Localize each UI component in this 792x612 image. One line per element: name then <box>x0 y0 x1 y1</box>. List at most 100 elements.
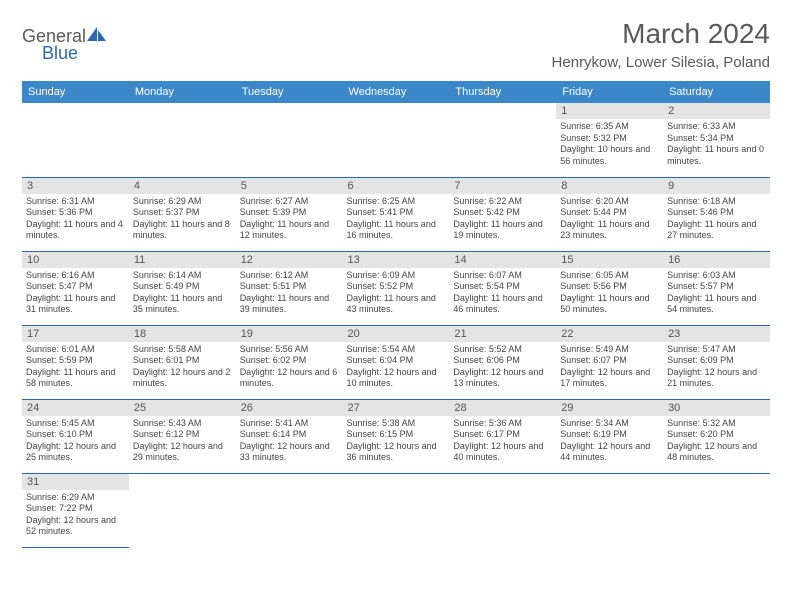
empty-day-cell <box>129 103 236 177</box>
day-cell: 28Sunrise: 5:36 AMSunset: 6:17 PMDayligh… <box>449 399 556 473</box>
sunset-text: Sunset: 5:54 PM <box>453 281 552 293</box>
day-details: Sunrise: 5:34 AMSunset: 6:19 PMDaylight:… <box>556 416 663 468</box>
day-number: 18 <box>129 326 236 342</box>
day-number: 3 <box>22 178 129 194</box>
sunset-text: Sunset: 5:56 PM <box>560 281 659 293</box>
daylight-text: Daylight: 11 hours and 0 minutes. <box>667 144 766 167</box>
sunrise-text: Sunrise: 5:56 AM <box>240 344 339 356</box>
day-number: 31 <box>22 474 129 490</box>
sunrise-text: Sunrise: 6:16 AM <box>26 270 125 282</box>
daylight-text: Daylight: 12 hours and 6 minutes. <box>240 367 339 390</box>
sunrise-text: Sunrise: 6:20 AM <box>560 196 659 208</box>
empty-day-cell <box>129 473 236 547</box>
day-details: Sunrise: 6:09 AMSunset: 5:52 PMDaylight:… <box>343 268 450 320</box>
sunset-text: Sunset: 5:52 PM <box>347 281 446 293</box>
daylight-text: Daylight: 11 hours and 58 minutes. <box>26 367 125 390</box>
page-title: March 2024 <box>552 18 770 50</box>
sail-icon <box>86 26 108 45</box>
day-number: 1 <box>556 103 663 119</box>
day-details: Sunrise: 6:35 AMSunset: 5:32 PMDaylight:… <box>556 119 663 171</box>
daylight-text: Daylight: 12 hours and 40 minutes. <box>453 441 552 464</box>
day-cell: 17Sunrise: 6:01 AMSunset: 5:59 PMDayligh… <box>22 325 129 399</box>
day-cell: 14Sunrise: 6:07 AMSunset: 5:54 PMDayligh… <box>449 251 556 325</box>
daylight-text: Daylight: 12 hours and 25 minutes. <box>26 441 125 464</box>
day-cell: 12Sunrise: 6:12 AMSunset: 5:51 PMDayligh… <box>236 251 343 325</box>
day-cell: 1Sunrise: 6:35 AMSunset: 5:32 PMDaylight… <box>556 103 663 177</box>
day-number: 14 <box>449 252 556 268</box>
empty-day-cell <box>556 473 663 547</box>
day-details: Sunrise: 6:14 AMSunset: 5:49 PMDaylight:… <box>129 268 236 320</box>
day-number: 11 <box>129 252 236 268</box>
sunset-text: Sunset: 6:06 PM <box>453 355 552 367</box>
sunset-text: Sunset: 6:20 PM <box>667 429 766 441</box>
day-number: 20 <box>343 326 450 342</box>
sunrise-text: Sunrise: 6:05 AM <box>560 270 659 282</box>
sunrise-text: Sunrise: 6:18 AM <box>667 196 766 208</box>
day-number: 26 <box>236 400 343 416</box>
sunrise-text: Sunrise: 5:38 AM <box>347 418 446 430</box>
sunrise-text: Sunrise: 5:36 AM <box>453 418 552 430</box>
day-details: Sunrise: 6:31 AMSunset: 5:36 PMDaylight:… <box>22 194 129 246</box>
weekday-header-row: Sunday Monday Tuesday Wednesday Thursday… <box>22 81 770 103</box>
sunset-text: Sunset: 7:22 PM <box>26 503 125 515</box>
day-cell: 26Sunrise: 5:41 AMSunset: 6:14 PMDayligh… <box>236 399 343 473</box>
day-number: 15 <box>556 252 663 268</box>
day-cell: 16Sunrise: 6:03 AMSunset: 5:57 PMDayligh… <box>663 251 770 325</box>
daylight-text: Daylight: 11 hours and 46 minutes. <box>453 293 552 316</box>
day-number: 2 <box>663 103 770 119</box>
day-number: 21 <box>449 326 556 342</box>
day-number: 10 <box>22 252 129 268</box>
daylight-text: Daylight: 11 hours and 31 minutes. <box>26 293 125 316</box>
sunrise-text: Sunrise: 5:43 AM <box>133 418 232 430</box>
daylight-text: Daylight: 11 hours and 19 minutes. <box>453 219 552 242</box>
daylight-text: Daylight: 12 hours and 33 minutes. <box>240 441 339 464</box>
day-cell: 20Sunrise: 5:54 AMSunset: 6:04 PMDayligh… <box>343 325 450 399</box>
day-cell: 7Sunrise: 6:22 AMSunset: 5:42 PMDaylight… <box>449 177 556 251</box>
sunrise-text: Sunrise: 5:52 AM <box>453 344 552 356</box>
day-cell: 10 Sunrise: 6:16 AMSunset: 5:47 PMDayligh… <box>22 251 129 325</box>
sunset-text: Sunset: 5:41 PM <box>347 207 446 219</box>
day-details: Sunrise: 6:07 AMSunset: 5:54 PMDaylight:… <box>449 268 556 320</box>
sunset-text: Sunset: 6:07 PM <box>560 355 659 367</box>
day-cell: 18Sunrise: 5:58 AMSunset: 6:01 PMDayligh… <box>129 325 236 399</box>
daylight-text: Daylight: 11 hours and 27 minutes. <box>667 219 766 242</box>
dow-sunday: Sunday <box>22 81 129 103</box>
sunset-text: Sunset: 6:10 PM <box>26 429 125 441</box>
dow-friday: Friday <box>556 81 663 103</box>
title-block: March 2024 Henrykow, Lower Silesia, Pola… <box>552 18 770 71</box>
sunset-text: Sunset: 5:49 PM <box>133 281 232 293</box>
sunset-text: Sunset: 6:02 PM <box>240 355 339 367</box>
day-details: Sunrise: 5:32 AMSunset: 6:20 PMDaylight:… <box>663 416 770 468</box>
sunrise-text: Sunrise: 6:25 AM <box>347 196 446 208</box>
empty-day-cell <box>236 103 343 177</box>
day-number: 4 <box>129 178 236 194</box>
day-number: 25 <box>129 400 236 416</box>
day-details: Sunrise: 6:03 AMSunset: 5:57 PMDaylight:… <box>663 268 770 320</box>
sunrise-text: Sunrise: 5:34 AM <box>560 418 659 430</box>
dow-tuesday: Tuesday <box>236 81 343 103</box>
dow-monday: Monday <box>129 81 236 103</box>
daylight-text: Daylight: 12 hours and 2 minutes. <box>133 367 232 390</box>
day-number: 5 <box>236 178 343 194</box>
day-number: 7 <box>449 178 556 194</box>
day-number: 24 <box>22 400 129 416</box>
daylight-text: Daylight: 12 hours and 17 minutes. <box>560 367 659 390</box>
day-details: Sunrise: 6:25 AMSunset: 5:41 PMDaylight:… <box>343 194 450 246</box>
empty-day-cell <box>236 473 343 547</box>
daylight-text: Daylight: 12 hours and 10 minutes. <box>347 367 446 390</box>
day-details: Sunrise: 6:18 AMSunset: 5:46 PMDaylight:… <box>663 194 770 246</box>
sunset-text: Sunset: 5:57 PM <box>667 281 766 293</box>
sunset-text: Sunset: 5:32 PM <box>560 133 659 145</box>
sunrise-text: Sunrise: 6:22 AM <box>453 196 552 208</box>
sunset-text: Sunset: 5:36 PM <box>26 207 125 219</box>
day-number: 28 <box>449 400 556 416</box>
day-details: Sunrise: 5:47 AMSunset: 6:09 PMDaylight:… <box>663 342 770 394</box>
daylight-text: Daylight: 11 hours and 43 minutes. <box>347 293 446 316</box>
sunrise-text: Sunrise: 6:03 AM <box>667 270 766 282</box>
day-details: Sunrise: 6:05 AMSunset: 5:56 PMDaylight:… <box>556 268 663 320</box>
empty-day-cell <box>449 473 556 547</box>
daylight-text: Daylight: 11 hours and 23 minutes. <box>560 219 659 242</box>
empty-day-cell <box>343 473 450 547</box>
daylight-text: Daylight: 12 hours and 36 minutes. <box>347 441 446 464</box>
sunset-text: Sunset: 5:47 PM <box>26 281 125 293</box>
